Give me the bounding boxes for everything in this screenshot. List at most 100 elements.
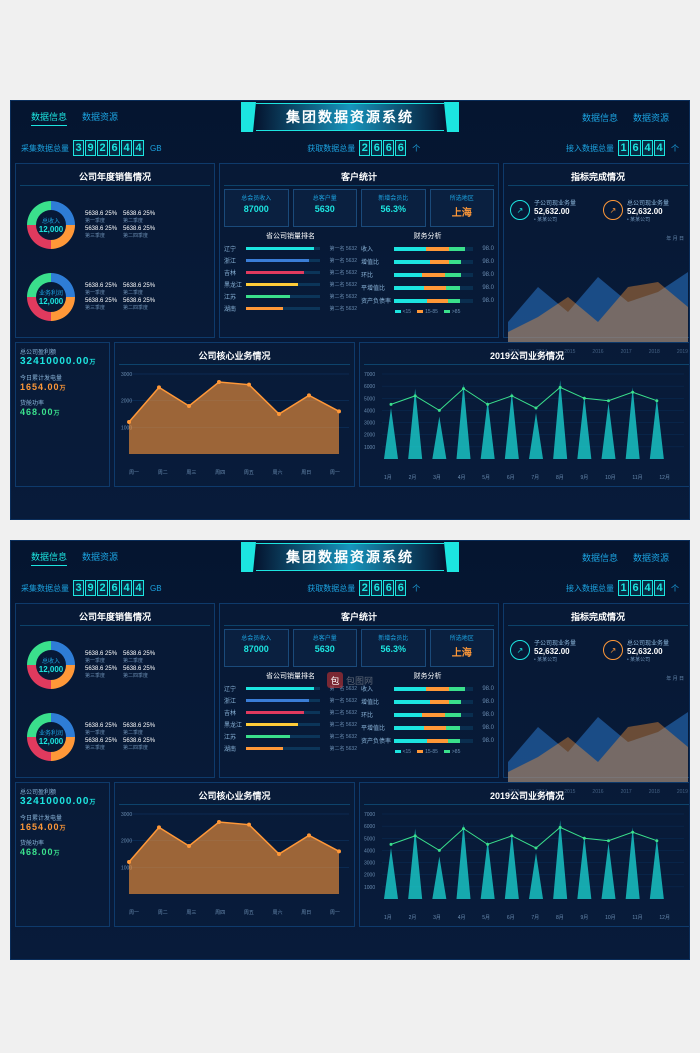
kpi-box: 新增会员比56.3% [361, 189, 426, 227]
trend-up-icon: ↗ [603, 200, 623, 220]
hbar-row: 环比98.0 [361, 710, 494, 719]
nav-right: 数据信息 数据资源 [582, 549, 669, 566]
nav-left: 数据信息 数据资源 [31, 548, 118, 566]
svg-text:2000: 2000 [364, 873, 375, 879]
nav-left: 数据信息 数据资源 [31, 108, 118, 126]
nav-data-info[interactable]: 数据信息 [31, 108, 67, 126]
core-title: 公司核心业务情况 [119, 347, 350, 365]
rank-row: 浙江第一名 5632 [224, 696, 357, 705]
nav-data-resource[interactable]: 数据资源 [82, 108, 118, 126]
rank-row: 黑龙江第二名 5632 [224, 280, 357, 289]
indicator-boxes: ↗子公司现业务量52,632.00• 某某公司↗总公司现业务量52,632.00… [508, 629, 688, 671]
summary-box: 总公司盈利额32410000.00万今日累计发电量1654.00万货舱功率468… [15, 342, 110, 487]
stats-bar: 采集数据总量392644GB 获取数据总量2666个 接入数据总量1644个 [11, 573, 689, 603]
stat-obtain: 获取数据总量2666个 [307, 580, 420, 596]
kpi-box: 总会员收入87000 [224, 629, 289, 667]
indicator-box: ↗总公司现业务量52,632.00• 某某公司 [601, 189, 688, 231]
nav-data-resource[interactable]: 数据资源 [82, 548, 118, 566]
stat-obtain: 获取数据总量2666个 [307, 140, 420, 156]
hbar-row: 资产负债率98.0 [361, 296, 494, 305]
svg-text:7000: 7000 [364, 372, 375, 378]
nav-data-info[interactable]: 数据信息 [31, 548, 67, 566]
kpi-box: 所选地区上海 [430, 629, 495, 667]
indicator-title: 指标完成情况 [508, 168, 688, 186]
hbar-row: 增值比98.0 [361, 257, 494, 266]
summary-item: 总公司盈利额32410000.00万 [20, 787, 105, 807]
svg-text:5000: 5000 [364, 396, 375, 402]
date-label: 年 月 日 [508, 235, 688, 242]
panel-sales: 公司年度销售情况 总收入12,0005638.6 25%第一季度5638.6 2… [15, 163, 215, 338]
svg-text:1000: 1000 [364, 885, 375, 891]
rank-row: 江苏第二名 5632 [224, 732, 357, 741]
nav-data-info-r[interactable]: 数据信息 [582, 549, 618, 566]
svg-text:3000: 3000 [364, 421, 375, 427]
rank-row: 湖南第二名 5632 [224, 304, 357, 313]
header: 数据信息 数据资源 集团数据资源系统 数据信息 数据资源 [11, 101, 689, 133]
main-title: 集团数据资源系统 [256, 103, 444, 131]
indicator-title: 指标完成情况 [508, 608, 688, 626]
panel-customer: 客户统计 总会员收入87000总客户量5630新增会员比56.3%所选地区上海 … [219, 163, 499, 338]
stats-bar: 采集数据总量392644GB 获取数据总量2666个 接入数据总量1644个 [11, 133, 689, 163]
rank-panel: 省公司销量排名 辽宁第一名 5632浙江第一名 5632吉林第二名 5632黑龙… [224, 231, 357, 346]
stat-collect: 采集数据总量392644GB [21, 140, 162, 156]
indicator-boxes: ↗子公司现业务量52,632.00• 某某公司↗总公司现业务量52,632.00… [508, 189, 688, 231]
panel-core: 公司核心业务情况 100020003000周一周二周三周四周五周六周日周一 [114, 342, 355, 487]
indicator-box: ↗总公司现业务量52,632.00• 某某公司 [601, 629, 688, 671]
rank-row: 浙江第一名 5632 [224, 256, 357, 265]
core-chart: 100020003000周一周二周三周四周五周六周日周一 [119, 809, 350, 914]
indicator-box: ↗子公司现业务量52,632.00• 某某公司 [508, 189, 595, 231]
hbar-row: 收入98.0 [361, 244, 494, 253]
rank-row: 湖南第二名 5632 [224, 744, 357, 753]
nav-data-resource-r[interactable]: 数据资源 [633, 549, 669, 566]
core-chart: 100020003000周一周二周三周四周五周六周日周一 [119, 369, 350, 474]
panel-biz2019: 2019公司业务情况 10002000300040005000600070001… [359, 782, 690, 927]
biz2019-chart: 10002000300040005000600070001月2月3月4月5月6月… [364, 809, 690, 914]
kpi-box: 新增会员比56.3% [361, 629, 426, 667]
svg-text:2000: 2000 [121, 839, 132, 845]
core-title: 公司核心业务情况 [119, 787, 350, 805]
svg-text:6000: 6000 [364, 384, 375, 390]
rank-row: 吉林第二名 5632 [224, 708, 357, 717]
kpi-row: 总会员收入87000总客户量5630新增会员比56.3%所选地区上海 [224, 629, 494, 667]
biz2019-title: 2019公司业务情况 [364, 787, 690, 805]
nav-right: 数据信息 数据资源 [582, 109, 669, 126]
kpi-row: 总会员收入87000总客户量5630新增会员比56.3%所选地区上海 [224, 189, 494, 227]
panel-core: 公司核心业务情况 100020003000周一周二周三周四周五周六周日周一 [114, 782, 355, 927]
hbar-row: 环比98.0 [361, 270, 494, 279]
stat-collect: 采集数据总量392644GB [21, 580, 162, 596]
biz2019-chart: 10002000300040005000600070001月2月3月4月5月6月… [364, 369, 690, 474]
panel-customer: 客户统计 总会员收入87000总客户量5630新增会员比56.3%所选地区上海 … [219, 603, 499, 778]
analysis-title: 财务分析 [361, 231, 494, 241]
svg-text:2000: 2000 [364, 433, 375, 439]
analysis-panel: 财务分析 收入98.0增值比98.0环比98.0平增值比98.0资产负债率98.… [361, 231, 494, 346]
svg-text:6000: 6000 [364, 824, 375, 830]
svg-text:3000: 3000 [121, 812, 132, 818]
trend-up-icon: ↗ [510, 200, 530, 220]
nav-data-info-r[interactable]: 数据信息 [582, 109, 618, 126]
indicator-chart: 2013201420152016201720182019 [508, 242, 688, 352]
trend-up-icon: ↗ [603, 640, 623, 660]
panel-biz2019: 2019公司业务情况 10002000300040005000600070001… [359, 342, 690, 487]
rank-row: 江苏第二名 5632 [224, 292, 357, 301]
trend-up-icon: ↗ [510, 640, 530, 660]
summary-item: 货舱功率468.00万 [20, 398, 105, 417]
hbar-row: 增值比98.0 [361, 697, 494, 706]
kpi-box: 总客户量5630 [293, 189, 358, 227]
kpi-box: 总客户量5630 [293, 629, 358, 667]
customer-title: 客户统计 [224, 608, 494, 626]
svg-text:4000: 4000 [364, 848, 375, 854]
stat-access: 接入数据总量1644个 [566, 140, 679, 156]
nav-data-resource-r[interactable]: 数据资源 [633, 109, 669, 126]
summary-item: 今日累计发电量1654.00万 [20, 373, 105, 392]
hbar-row: 收入98.0 [361, 684, 494, 693]
biz2019-title: 2019公司业务情况 [364, 347, 690, 365]
rank-row: 黑龙江第二名 5632 [224, 720, 357, 729]
customer-title: 客户统计 [224, 168, 494, 186]
svg-text:3000: 3000 [364, 861, 375, 867]
watermark-logo-icon: 包 [327, 672, 343, 688]
analysis-title: 财务分析 [361, 671, 494, 681]
stat-access: 接入数据总量1644个 [566, 580, 679, 596]
svg-text:5000: 5000 [364, 836, 375, 842]
svg-text:2000: 2000 [121, 399, 132, 405]
sales-title: 公司年度销售情况 [20, 168, 210, 186]
